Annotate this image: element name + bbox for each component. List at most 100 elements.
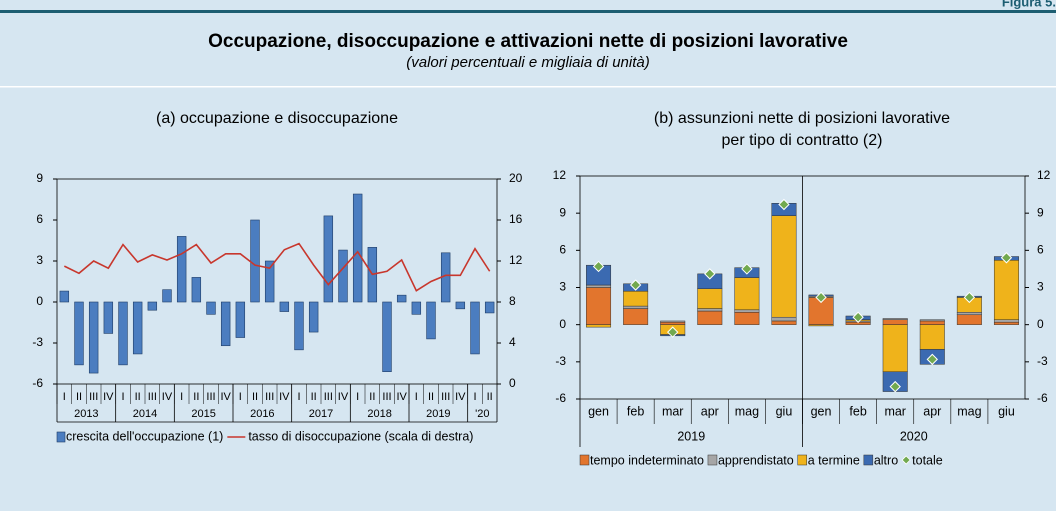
x-tick-label: II (135, 391, 141, 403)
x-tick-label: gen (811, 404, 832, 418)
legend-label: altro (874, 453, 898, 467)
x-tick-label: mag (957, 404, 981, 418)
top-rule (0, 10, 1056, 13)
x-tick-label: III (148, 391, 157, 403)
bar (470, 301, 480, 355)
bar (250, 219, 260, 303)
bar (382, 301, 392, 372)
x-tick-label: apr (701, 404, 719, 418)
chart-title: (b) assunzioni nette di posizioni lavora… (654, 110, 950, 127)
bar-segment (808, 324, 834, 327)
point (852, 311, 864, 323)
bar (147, 301, 158, 311)
legend-label: totale (912, 453, 943, 467)
x-tick-label: III (382, 391, 391, 403)
y2-tick-label: -6 (1037, 391, 1048, 405)
x-tick-label: III (206, 391, 215, 403)
y2-tick-label: 6 (1037, 243, 1044, 257)
legend-swatch (863, 454, 874, 466)
x-tick-label: IV (338, 391, 349, 403)
chart-title: (a) occupazione e disoccupazione (156, 110, 398, 127)
chart-title: per tipo di contratto (2) (722, 132, 883, 149)
bar (235, 301, 246, 338)
year-label: 2020 (900, 429, 928, 443)
point (815, 291, 827, 304)
x-tick-label: IV (220, 391, 231, 403)
x-tick-label: I (415, 391, 418, 403)
bar-segment (956, 312, 982, 316)
y-tick-label: -6 (32, 376, 43, 390)
x-tick-label: I (180, 391, 183, 403)
x-tick-label: IV (162, 391, 173, 403)
y-tick-label: 0 (559, 317, 566, 331)
y2-tick-label: 12 (509, 253, 523, 267)
bar (88, 301, 99, 374)
x-tick-label: II (311, 391, 317, 403)
x-tick-label: IV (455, 391, 466, 403)
line (63, 242, 491, 292)
year-label: 2019 (677, 429, 705, 443)
bar (191, 277, 202, 303)
bar-segment (771, 215, 797, 318)
year-label: '20 (475, 408, 489, 420)
bar (162, 289, 172, 303)
y-tick-label: 6 (36, 212, 43, 226)
x-tick-label: III (324, 391, 333, 403)
y-tick-label: 9 (36, 171, 43, 185)
bar (74, 301, 84, 366)
bar (118, 301, 128, 366)
y-tick-label: -6 (555, 391, 566, 405)
bar (132, 301, 143, 355)
separator (0, 86, 1056, 88)
y2-tick-label: 0 (509, 376, 516, 390)
subtitle: (valori percentuali e migliaia di unità) (406, 54, 649, 71)
bar-segment (697, 310, 723, 325)
x-tick-label: I (356, 391, 359, 403)
point (1000, 252, 1013, 264)
year-label: 2018 (367, 408, 391, 420)
bar-segment (660, 320, 686, 323)
year-label: 2013 (74, 408, 98, 420)
y-tick-label: 0 (36, 294, 43, 308)
legend-label: a termine (808, 453, 860, 467)
x-tick-label: II (193, 391, 199, 403)
bar (220, 301, 231, 347)
bar (294, 301, 304, 351)
bar-segment (993, 319, 1019, 323)
x-tick-label: III (265, 391, 274, 403)
bar-segment (882, 319, 908, 325)
y2-tick-label: 9 (1037, 205, 1044, 219)
y-tick-label: -3 (32, 335, 43, 349)
x-tick-label: II (428, 391, 434, 403)
bar (308, 301, 319, 333)
figure-number: Figura 5. (1002, 0, 1056, 9)
y-tick-label: 6 (559, 243, 566, 257)
bar-segment (734, 312, 760, 325)
bar (426, 301, 436, 340)
point (889, 380, 901, 393)
legend-swatch (901, 455, 911, 465)
bar-segment (623, 290, 649, 307)
x-tick-label: II (76, 391, 82, 403)
x-tick-label: I (63, 391, 66, 403)
legend-swatch (797, 454, 807, 466)
point (741, 263, 753, 275)
legend-swatch (56, 431, 66, 443)
bar-segment (623, 305, 649, 309)
legend-swatch (707, 454, 718, 466)
x-tick-label: I (121, 391, 124, 403)
x-tick-label: I (239, 391, 242, 403)
bar (206, 301, 216, 315)
x-tick-label: giu (998, 404, 1015, 418)
bar-segment (586, 284, 612, 288)
y2-tick-label: 16 (509, 212, 523, 226)
bar-segment (734, 309, 760, 313)
bar (264, 260, 275, 303)
bar-segment (882, 324, 908, 372)
bar-segment (882, 318, 908, 320)
title: Occupazione, disoccupazione e attivazion… (208, 31, 848, 52)
bar-segment (956, 314, 982, 325)
point (667, 326, 679, 338)
bar (352, 193, 363, 303)
bar-segment (993, 259, 1019, 320)
